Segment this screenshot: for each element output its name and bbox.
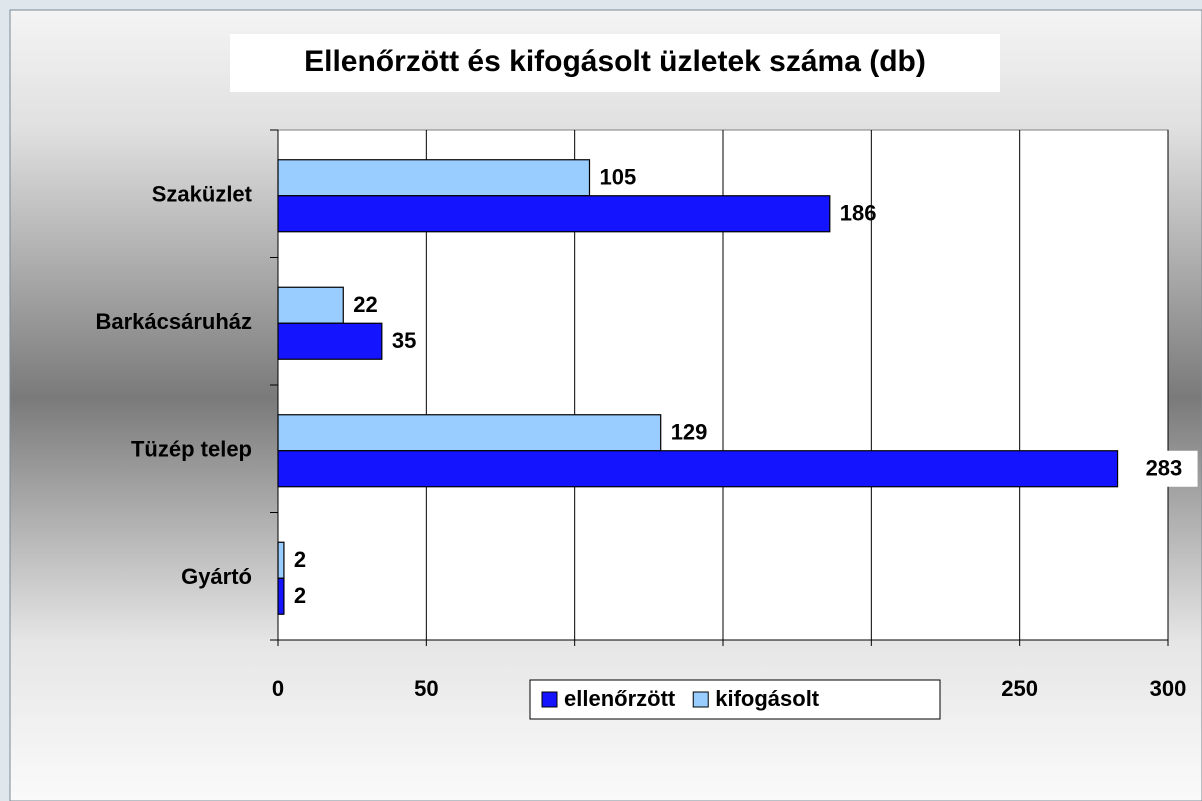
data-label: 105 (600, 165, 637, 190)
x-tick-label: 50 (414, 676, 438, 701)
data-label: 2 (294, 583, 306, 608)
data-label: 186 (840, 201, 877, 226)
data-label: 22 (353, 292, 377, 317)
legend-swatch (541, 691, 558, 708)
bar (277, 322, 383, 360)
bar (277, 414, 662, 452)
legend-swatch (692, 691, 709, 708)
y-tick-label: Gyártó (181, 564, 252, 589)
bar (277, 286, 344, 324)
data-label-box (1137, 450, 1198, 487)
y-tick-label: Barkácsáruház (95, 309, 252, 334)
chart-title: Ellenőrzött és kifogásolt üzletek száma … (304, 45, 926, 78)
legend-label: kifogásolt (715, 686, 820, 711)
title-box (230, 34, 1000, 92)
x-tick-label: 300 (1150, 676, 1187, 701)
bar (277, 541, 285, 579)
data-label: 283 (1146, 456, 1183, 481)
bar (277, 577, 285, 615)
y-tick-label: Szaküzlet (152, 182, 253, 207)
data-label: 2 (294, 547, 306, 572)
x-tick-label: 250 (1001, 676, 1038, 701)
x-tick-label: 0 (272, 676, 284, 701)
data-label: 129 (671, 420, 708, 445)
legend-label: ellenőrzött (564, 686, 676, 711)
bar (277, 195, 831, 233)
bar (277, 450, 1119, 488)
bar (277, 159, 591, 197)
data-label: 35 (392, 328, 416, 353)
legend-box (529, 679, 941, 720)
y-tick-label: Tüzép telep (131, 437, 252, 462)
